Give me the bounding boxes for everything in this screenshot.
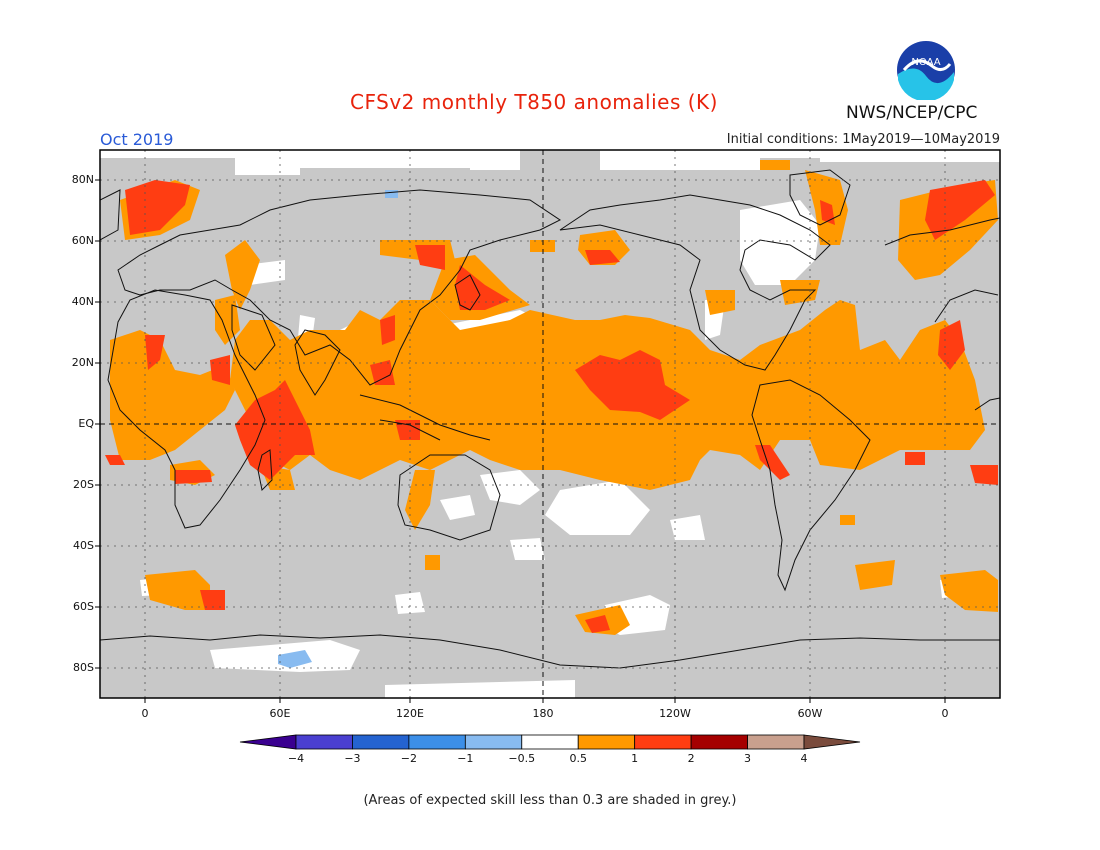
svg-text:NOAA: NOAA [911, 57, 940, 68]
noaa-logo: NOAA [897, 41, 955, 100]
map-title: CFSv2 monthly T850 anomalies (K) [350, 90, 718, 114]
lat-label-60n: 60N [71, 234, 94, 247]
lon-label-120e: 120E [396, 707, 424, 720]
initial-conditions: Initial conditions: 1May2019—10May2019 [726, 132, 1000, 147]
agency-label: NWS/NCEP/CPC [846, 103, 978, 123]
lat-label-40n: 40N [71, 295, 94, 308]
lat-label-80s: 80S [73, 661, 94, 674]
lon-label-60w: 60W [797, 707, 823, 720]
lat-label-20n: 20N [71, 356, 94, 369]
legend-label-4: −0.5 [508, 752, 536, 765]
legend-label-0: −4 [287, 752, 305, 765]
lat-label-60s: 60S [73, 600, 94, 613]
warm-anomalies-1-to-2 [105, 180, 998, 633]
lon-label-60e: 60E [269, 707, 291, 720]
skill-footnote: (Areas of expected skill less than 0.3 a… [363, 793, 737, 808]
legend-label-8: 3 [744, 752, 752, 765]
legend-label-2: −2 [400, 752, 417, 765]
coastlines [100, 169, 1000, 669]
lat-label-80n: 80N [71, 173, 94, 186]
lat-label-eq: EQ [78, 417, 94, 430]
lon-label-120w: 120W [659, 707, 691, 720]
lat-label-40s: 40S [73, 539, 94, 552]
lon-label-0: 0 [141, 707, 149, 720]
legend-label-5: 0.5 [569, 752, 587, 765]
tick-marks [95, 179, 946, 703]
lat-label-20s: 20S [73, 478, 94, 491]
forecast-month: Oct 2019 [100, 130, 174, 149]
lon-label-0-right: 0 [941, 707, 949, 720]
legend-label-6: 1 [631, 752, 639, 765]
lon-label-180: 180 [532, 707, 554, 720]
legend-label-9: 4 [800, 752, 808, 765]
legend-label-7: 2 [687, 752, 695, 765]
legend-label-1: −3 [344, 752, 361, 765]
legend-label-3: −1 [457, 752, 474, 765]
